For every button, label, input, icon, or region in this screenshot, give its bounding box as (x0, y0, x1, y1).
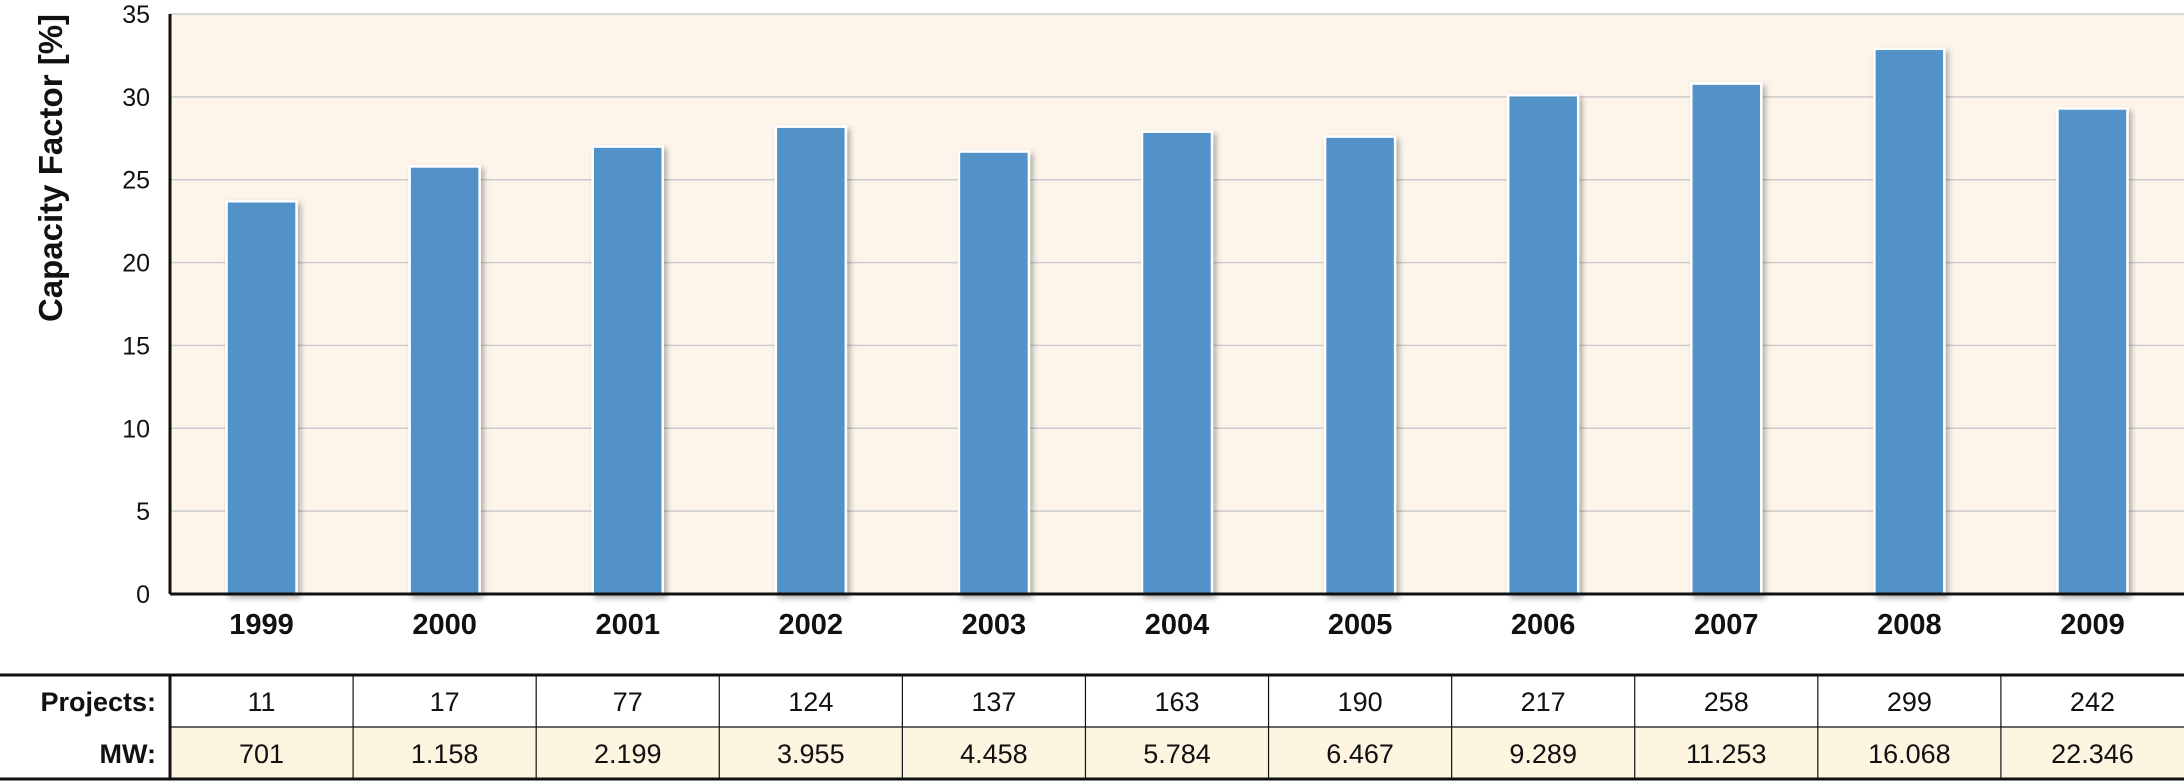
x-tick-label: 2003 (962, 609, 1027, 641)
table-cell: 22.346 (2051, 739, 2134, 769)
bar-2009 (2056, 107, 2129, 596)
x-tick-label: 2009 (2060, 609, 2125, 641)
bar-2003 (957, 150, 1031, 596)
bar-2000 (408, 165, 481, 596)
table-cell: 4.458 (960, 739, 1028, 769)
bar-2007 (1690, 82, 1763, 596)
table-cell: 17 (430, 687, 460, 717)
table-cell: 163 (1154, 687, 1199, 717)
y-axis-title: Capacity Factor [%] (32, 14, 69, 322)
x-tick-label: 2008 (1877, 609, 1942, 641)
table-cell: 77 (613, 687, 643, 717)
bar-2002 (774, 125, 848, 596)
x-tick-labels: 1999 2000 2001 2002 2003 2004 2005 2006 2007 2008… (229, 609, 2124, 641)
bar-2001 (591, 145, 664, 596)
x-tick-label: 2000 (412, 609, 477, 641)
table-cell: 6.467 (1326, 739, 1394, 769)
y-tick-labels: 0 5 10 15 20 25 30 35 (122, 1, 150, 609)
table-cell: 258 (1704, 687, 1749, 717)
bar-1999 (225, 200, 298, 596)
x-tick-label: 2002 (779, 609, 844, 641)
table-cell: 11.253 (1686, 739, 1767, 769)
table-cell: 217 (1521, 687, 1566, 717)
table-row-bg (170, 727, 2184, 779)
table-cell: 190 (1338, 687, 1383, 717)
bar-2006 (1506, 93, 1580, 596)
axes (168, 14, 2184, 596)
table-cell: 3.955 (777, 739, 845, 769)
table-cell: 11 (248, 687, 276, 717)
x-tick-label: 2006 (1511, 609, 1576, 641)
table-row-label: MW: (100, 739, 156, 769)
y-tick-label: 20 (122, 250, 150, 278)
y-tick-label: 5 (136, 498, 150, 526)
table-cell: 242 (2070, 687, 2115, 717)
bar-2005 (1323, 135, 1397, 596)
x-tick-label: 2007 (1694, 609, 1759, 641)
table-cell: 701 (239, 739, 284, 769)
table-row-label: Projects: (40, 687, 156, 717)
x-tick-label: 2004 (1145, 609, 1210, 641)
y-tick-label: 35 (122, 1, 150, 29)
table-cell: 137 (971, 687, 1016, 717)
table-cell: 299 (1887, 687, 1932, 717)
table-cell: 1.158 (411, 739, 479, 769)
table-cell: 16.068 (1868, 739, 1951, 769)
y-tick-label: 0 (136, 581, 150, 609)
bar-2008 (1873, 47, 1946, 596)
y-tick-label: 25 (122, 167, 150, 195)
x-tick-label: 1999 (229, 609, 294, 641)
y-tick-label: 15 (122, 332, 150, 360)
y-tick-label: 30 (122, 84, 150, 112)
y-tick-label: 10 (122, 415, 150, 443)
table-cell: 124 (788, 687, 833, 717)
table-cell: 9.289 (1509, 739, 1577, 769)
x-tick-label: 2005 (1328, 609, 1393, 641)
bar-2004 (1140, 130, 1214, 596)
data-table: Projects: 11 17 77 124 137 163 190 217 258 299 242 M… (0, 673, 2184, 781)
x-tick-label: 2001 (595, 609, 660, 641)
table-cell: 5.784 (1143, 739, 1211, 769)
table-cell: 2.199 (594, 739, 662, 769)
